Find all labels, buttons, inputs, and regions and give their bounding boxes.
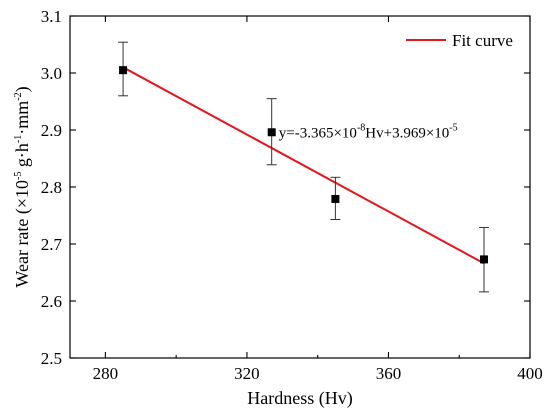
y-tick-label: 2.7	[41, 235, 63, 254]
fit-equation-part2: Hv+3.969×10	[365, 125, 449, 141]
data-point	[480, 255, 488, 264]
legend: Fit curve	[406, 31, 513, 50]
y-tick-label: 3.1	[41, 7, 62, 26]
y-axis-title-unit1: g·h	[12, 143, 32, 172]
data-point	[119, 66, 128, 75]
error-bars	[118, 41, 489, 293]
fit-equation-exp1: -8	[357, 122, 365, 133]
x-tick-label: 320	[234, 364, 260, 383]
x-tick-label: 400	[517, 364, 543, 383]
y-tick-label: 2.9	[41, 121, 62, 140]
legend-label-fit-curve: Fit curve	[452, 31, 513, 50]
fit-curve-line	[122, 66, 485, 265]
y-tick-label: 2.6	[41, 292, 62, 311]
y-axis-title-unit2: ·mm	[12, 101, 32, 135]
x-axis-ticks: 280 320 360 400	[93, 16, 543, 383]
y-axis-title-unit1-exp: -1	[13, 135, 24, 143]
plot-frame	[69, 15, 531, 359]
fit-equation: y=-3.365×10-8Hv+3.969×10-5	[279, 122, 458, 141]
data-points	[119, 66, 488, 264]
fit-equation-exp2: -5	[449, 122, 457, 133]
y-axis-title-close: )	[12, 86, 33, 92]
y-axis-title-exp: -5	[13, 172, 24, 180]
y-axis-title-main: Wear rate (×10	[12, 180, 33, 288]
x-tick-label: 280	[93, 364, 119, 383]
y-tick-label: 3.0	[41, 64, 62, 83]
y-tick-label: 2.8	[41, 178, 62, 197]
y-tick-label: 2.5	[41, 349, 62, 368]
data-point	[267, 128, 276, 137]
x-axis-title: Hardness (Hv)	[247, 388, 352, 409]
fit-equation-part1: y=-3.365×10	[279, 125, 357, 141]
y-axis-title-unit2-exp: -2	[13, 92, 24, 100]
x-tick-label: 360	[376, 364, 402, 383]
data-point	[331, 194, 340, 203]
y-axis-ticks: 2.5 2.6 2.7 2.8 2.9 3.0 3.1	[41, 7, 530, 368]
y-axis-title: Wear rate (×10-5 g·h-1·mm-2)	[12, 86, 33, 287]
